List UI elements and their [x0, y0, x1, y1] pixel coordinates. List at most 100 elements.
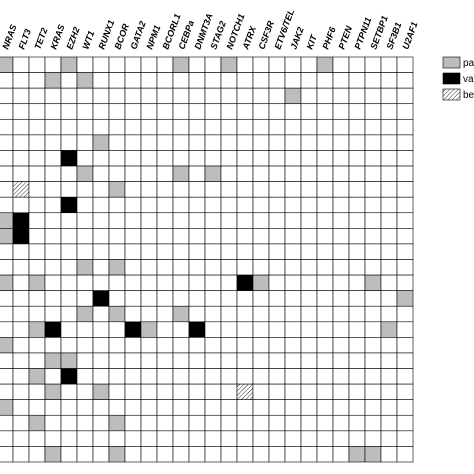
cell — [204, 119, 222, 136]
cell — [204, 165, 222, 182]
cell — [396, 103, 414, 120]
cell — [316, 150, 334, 167]
cell — [0, 72, 14, 89]
cell — [60, 228, 78, 245]
cell — [188, 290, 206, 307]
cell — [44, 352, 62, 369]
cell — [76, 274, 94, 291]
cell — [188, 196, 206, 214]
cell — [60, 243, 78, 260]
cell — [60, 399, 78, 416]
cell — [0, 399, 14, 416]
cell — [364, 383, 382, 400]
cell — [172, 305, 190, 323]
cell — [316, 165, 334, 182]
cell — [92, 290, 110, 307]
cell — [156, 228, 174, 245]
cell — [60, 352, 78, 369]
cell — [124, 150, 142, 167]
cell — [0, 181, 14, 198]
column-label: EZH2 — [64, 26, 81, 51]
cell — [0, 56, 14, 73]
cell — [348, 383, 366, 400]
cell — [284, 337, 302, 354]
cell — [140, 430, 158, 447]
cell — [268, 321, 286, 338]
cell — [348, 56, 366, 73]
column-label: U2AF1 — [400, 20, 419, 50]
cell — [316, 196, 334, 214]
cell — [188, 321, 206, 338]
cell — [236, 259, 254, 276]
cell — [108, 87, 126, 105]
cell — [252, 134, 270, 151]
cell — [12, 383, 30, 400]
cell — [236, 165, 254, 182]
cell — [236, 56, 254, 73]
cell — [380, 150, 398, 167]
cell — [108, 368, 126, 385]
cell — [252, 368, 270, 385]
cell — [332, 134, 350, 151]
cell — [364, 399, 382, 416]
cell — [188, 274, 206, 291]
cell — [124, 56, 142, 73]
cell — [28, 352, 46, 369]
cell — [268, 228, 286, 245]
cell — [348, 430, 366, 447]
cell — [28, 368, 46, 385]
cell — [140, 368, 158, 385]
cell — [332, 181, 350, 198]
cell — [300, 119, 318, 136]
cell — [28, 87, 46, 105]
cell — [12, 368, 30, 385]
cell — [92, 352, 110, 369]
cell — [396, 243, 414, 260]
cell — [188, 119, 206, 136]
cell — [140, 446, 158, 463]
cell — [396, 290, 414, 307]
cell — [60, 430, 78, 447]
cell — [124, 212, 142, 229]
cell — [252, 414, 270, 432]
cell — [300, 352, 318, 369]
cell — [332, 119, 350, 136]
cell — [172, 103, 190, 120]
cell — [204, 87, 222, 105]
cell — [348, 259, 366, 276]
cell — [156, 259, 174, 276]
cell — [268, 119, 286, 136]
cell — [44, 430, 62, 447]
cell — [76, 212, 94, 229]
cell — [220, 383, 238, 400]
cell — [12, 119, 30, 136]
cell — [108, 259, 126, 276]
cell — [172, 430, 190, 447]
cell — [172, 446, 190, 463]
cell — [188, 228, 206, 245]
cell — [140, 337, 158, 354]
cell — [220, 228, 238, 245]
cell — [348, 134, 366, 151]
cell — [44, 321, 62, 338]
cell — [380, 259, 398, 276]
cell — [76, 399, 94, 416]
cell — [300, 337, 318, 354]
cell — [0, 228, 14, 245]
cell — [316, 181, 334, 198]
cell — [76, 196, 94, 214]
cell — [0, 321, 14, 338]
cell — [332, 352, 350, 369]
cell — [364, 321, 382, 338]
cell — [236, 243, 254, 260]
cell — [76, 446, 94, 463]
cell — [12, 196, 30, 214]
cell — [380, 72, 398, 89]
cell — [140, 290, 158, 307]
cell — [396, 383, 414, 400]
cell — [236, 119, 254, 136]
cell — [348, 196, 366, 214]
cell — [268, 72, 286, 89]
cell — [188, 414, 206, 432]
cell — [220, 212, 238, 229]
